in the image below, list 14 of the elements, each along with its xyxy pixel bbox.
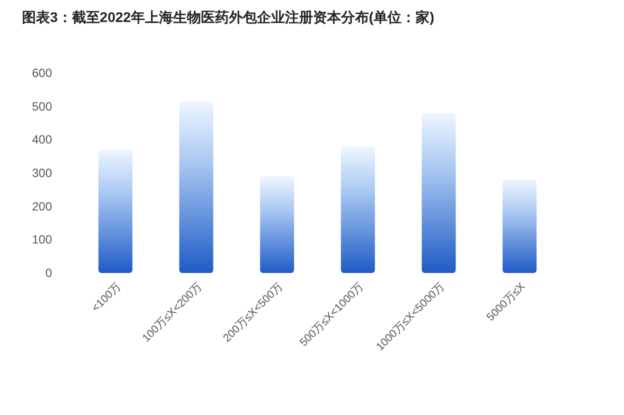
ytick: 400	[32, 132, 52, 147]
ytick: 0	[45, 266, 52, 280]
bar	[340, 146, 375, 273]
bar	[98, 150, 132, 273]
ytick: 100	[32, 232, 52, 247]
ytick: 500	[32, 99, 52, 114]
ytick: 600	[32, 66, 52, 80]
bar	[502, 180, 537, 273]
title: 图表3：截至2022年上海生物医药外包企业注册资本分布(单位：家)	[22, 9, 434, 25]
bar	[260, 176, 294, 273]
ytick: 200	[32, 199, 52, 214]
bar	[179, 101, 214, 273]
ytick: 300	[32, 166, 52, 180]
bar	[422, 113, 456, 273]
